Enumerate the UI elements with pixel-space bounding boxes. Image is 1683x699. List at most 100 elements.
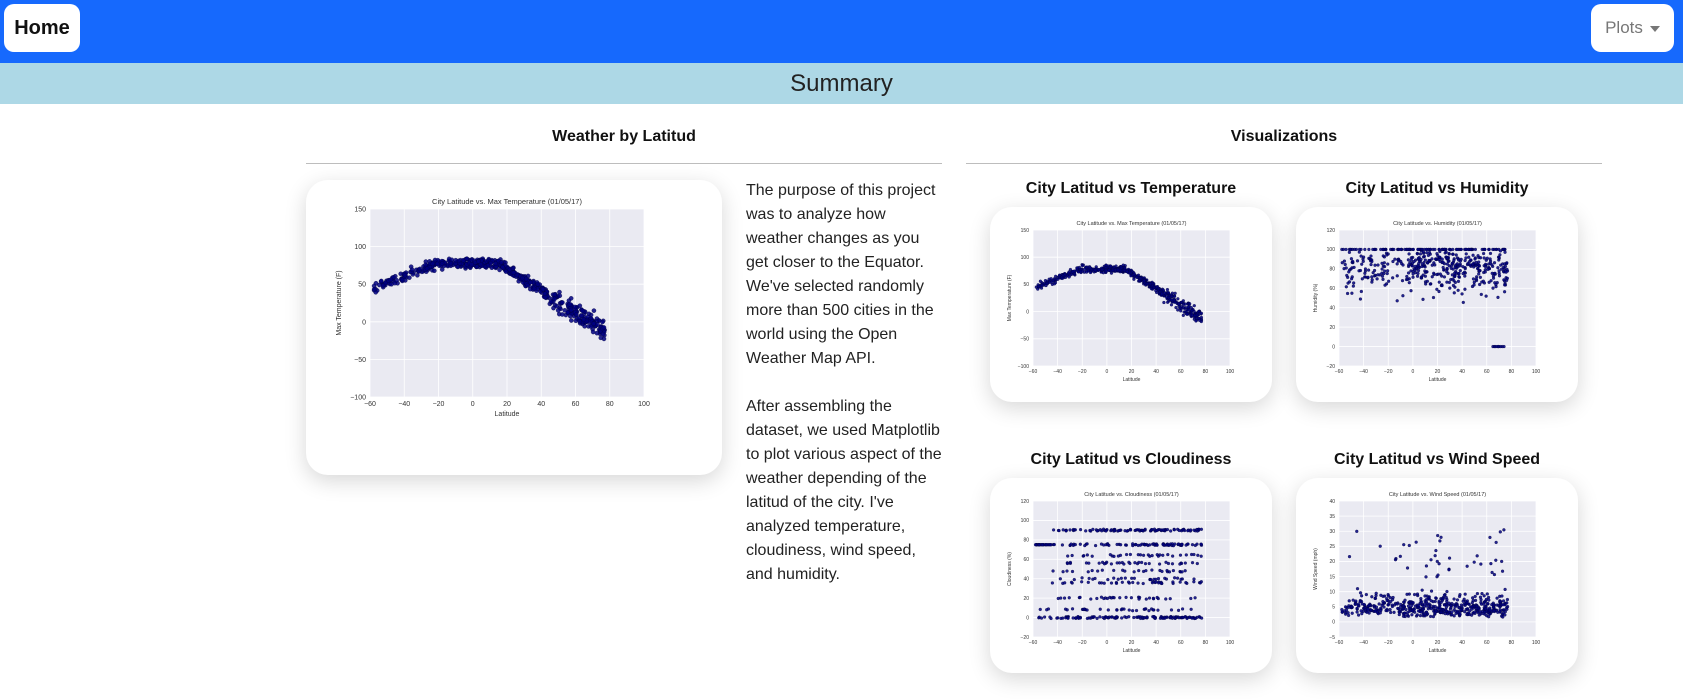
scatter-point (1502, 278, 1506, 282)
scatter-point (1169, 303, 1174, 307)
scatter-point (1425, 251, 1429, 255)
plots-dropdown[interactable]: Plots (1591, 4, 1674, 52)
scatter-point (1443, 612, 1447, 616)
scatter-point (1118, 553, 1123, 557)
wind-thumb-card[interactable]: −60 −40 −20 0 20 40 60 80 100 −5 0 5 10 15 20 25 30 35 40 C… (1296, 478, 1578, 673)
scatter-point (1423, 270, 1428, 275)
scatter-point (1088, 528, 1092, 533)
scatter-point (1404, 607, 1408, 612)
scatter-point (1362, 602, 1366, 607)
scatter-point (1119, 543, 1123, 547)
x-tick-label: 40 (1459, 369, 1465, 375)
scatter-point (1453, 605, 1457, 609)
scatter-point (1423, 265, 1427, 269)
scatter-point (1500, 559, 1504, 564)
scatter-point (1505, 601, 1509, 605)
scatter-point (1199, 554, 1203, 558)
scatter-point (1419, 276, 1423, 280)
scatter-point (1433, 247, 1437, 252)
scatter-point (1408, 261, 1412, 265)
x-tick-label: −60 (1029, 640, 1038, 646)
scatter-point (1465, 600, 1469, 605)
scatter-point (1048, 615, 1052, 619)
scatter-point (1192, 577, 1196, 581)
scatter-point (1184, 543, 1188, 547)
scatter-point (1181, 615, 1185, 620)
scatter-point (1096, 569, 1100, 573)
scatter-point (1359, 289, 1363, 294)
scatter-point (573, 318, 579, 324)
scatter-point (1185, 312, 1189, 316)
scatter-point (1171, 580, 1175, 584)
scatter-point (1160, 569, 1164, 574)
scatter-point (1073, 528, 1077, 532)
scatter-point (1358, 268, 1363, 273)
scatter-point (1369, 254, 1373, 258)
scatter-point (1497, 247, 1501, 252)
scatter-point (1048, 543, 1052, 547)
x-axis-label: Latitude (495, 411, 520, 418)
scatter-point (1163, 291, 1167, 295)
scatter-point (1355, 259, 1360, 263)
scatter-point (1448, 607, 1453, 611)
temperature-thumb-card[interactable]: −60 −40 −20 0 20 40 60 80 100 −100 −50 0 50 100 150 Cit… (990, 207, 1272, 402)
y-tick-label: 40 (1329, 305, 1335, 311)
home-link[interactable]: Home (4, 4, 80, 52)
x-tick-label: 60 (1484, 369, 1490, 375)
right-section-title: Visualizations (1230, 128, 1338, 145)
scatter-point (1453, 271, 1457, 275)
scatter-point (1176, 608, 1181, 612)
scatter-point (1492, 261, 1497, 265)
scatter-point (1344, 266, 1348, 270)
scatter-point (1435, 272, 1439, 277)
scatter-point (1440, 257, 1444, 261)
scatter-point (500, 265, 505, 270)
scatter-point (1375, 277, 1379, 281)
scatter-point (1106, 543, 1110, 547)
scatter-point (1424, 247, 1428, 252)
wind-thumb-chart: −60 −40 −20 0 20 40 60 80 100 −5 0 5 10 15 20 25 30 35 40 C… (1313, 492, 1540, 654)
scatter-point (1155, 595, 1159, 600)
scatter-point (1387, 279, 1391, 283)
scatter-point (1361, 259, 1365, 263)
scatter-point (1343, 262, 1347, 267)
scatter-point (1447, 556, 1452, 560)
scatter-point (1359, 609, 1363, 613)
y-tick-label: 150 (1021, 228, 1030, 234)
scatter-point (1072, 577, 1076, 582)
scatter-point (1493, 281, 1497, 285)
scatter-point (1438, 607, 1442, 611)
scatter-point (1177, 302, 1181, 306)
scatter-point (1114, 581, 1119, 585)
scatter-point (1409, 258, 1414, 262)
scatter-point (1410, 613, 1414, 617)
scatter-point (1485, 614, 1489, 618)
scatter-point (1144, 597, 1148, 601)
scatter-point (1360, 612, 1364, 616)
scatter-point (1112, 554, 1116, 558)
x-axis-label: Latitude (1123, 377, 1141, 383)
scatter-point (1151, 597, 1156, 601)
humidity-thumb-card[interactable]: −60 −40 −20 0 20 40 60 80 100 −20 0 20 40 60 80 100 120 C… (1296, 207, 1578, 402)
y-tick-label: 100 (354, 244, 366, 251)
scatter-point (1147, 561, 1151, 566)
scatter-point (1080, 580, 1084, 584)
scatter-point (1109, 581, 1114, 585)
scatter-point (1471, 277, 1476, 281)
cloudiness-thumb-card[interactable]: −60 −40 −20 0 20 40 60 80 100 −20 0 20 40 60 80 100 120 C… (990, 478, 1272, 673)
scatter-point (1359, 254, 1363, 258)
scatter-point (1180, 570, 1184, 574)
scatter-point (1145, 615, 1149, 620)
main-chart-card[interactable]: −60 −40 −20 0 20 40 60 80 100 −100 −50 0 50 100 150 Cit… (306, 180, 722, 475)
scatter-point (1070, 553, 1074, 558)
scatter-point (1386, 594, 1391, 598)
scatter-point (1427, 258, 1431, 263)
scatter-point (1171, 569, 1175, 573)
scatter-point (1186, 529, 1190, 533)
scatter-point (1078, 595, 1082, 599)
scatter-point (1374, 605, 1379, 609)
scatter-point (1366, 607, 1370, 611)
scatter-point (1493, 271, 1497, 275)
scatter-point (1363, 267, 1368, 271)
scatter-point (1393, 558, 1398, 562)
